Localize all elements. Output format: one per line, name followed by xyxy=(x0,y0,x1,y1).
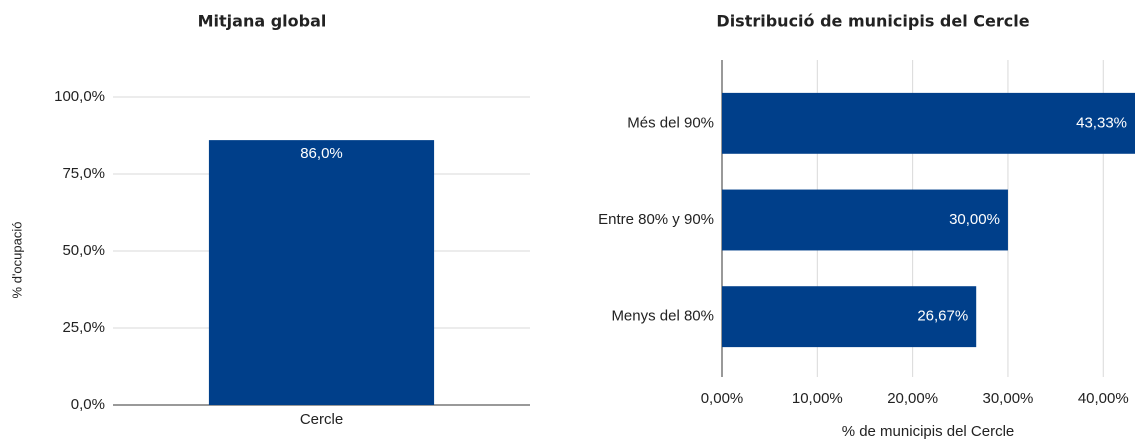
value-label: 43,33% xyxy=(1076,114,1127,131)
x-tick-label: 30,00% xyxy=(983,390,1034,407)
x-tick-label: 10,00% xyxy=(792,390,843,407)
x-tick-label: Cercle xyxy=(300,411,343,428)
bar xyxy=(722,189,1008,251)
value-label: 26,67% xyxy=(917,308,968,325)
y-tick-label: Entre 80% y 90% xyxy=(598,211,714,228)
bar xyxy=(722,286,977,348)
y-tick-label: 75,0% xyxy=(62,165,105,182)
y-axis-label: % d'ocupació xyxy=(9,222,24,299)
x-tick-label: 0,00% xyxy=(701,390,744,407)
y-tick-label: 100,0% xyxy=(54,88,105,105)
chart-title: Distribució de municipis del Cercle xyxy=(716,12,1029,31)
x-tick-label: 20,00% xyxy=(887,390,938,407)
y-tick-label: 0,0% xyxy=(71,396,105,413)
y-tick-label: 50,0% xyxy=(62,242,105,259)
value-label: 86,0% xyxy=(300,145,343,162)
y-tick-label: Més del 90% xyxy=(627,114,714,131)
y-tick-label: 25,0% xyxy=(62,319,105,336)
x-tick-label: 40,00% xyxy=(1078,390,1129,407)
value-label: 30,00% xyxy=(949,211,1000,228)
bar xyxy=(208,140,435,405)
y-tick-label: Menys del 80% xyxy=(611,308,714,325)
chart-title: Mitjana global xyxy=(198,12,327,31)
bar xyxy=(722,92,1135,154)
x-axis-label: % de municipis del Cercle xyxy=(842,423,1015,440)
